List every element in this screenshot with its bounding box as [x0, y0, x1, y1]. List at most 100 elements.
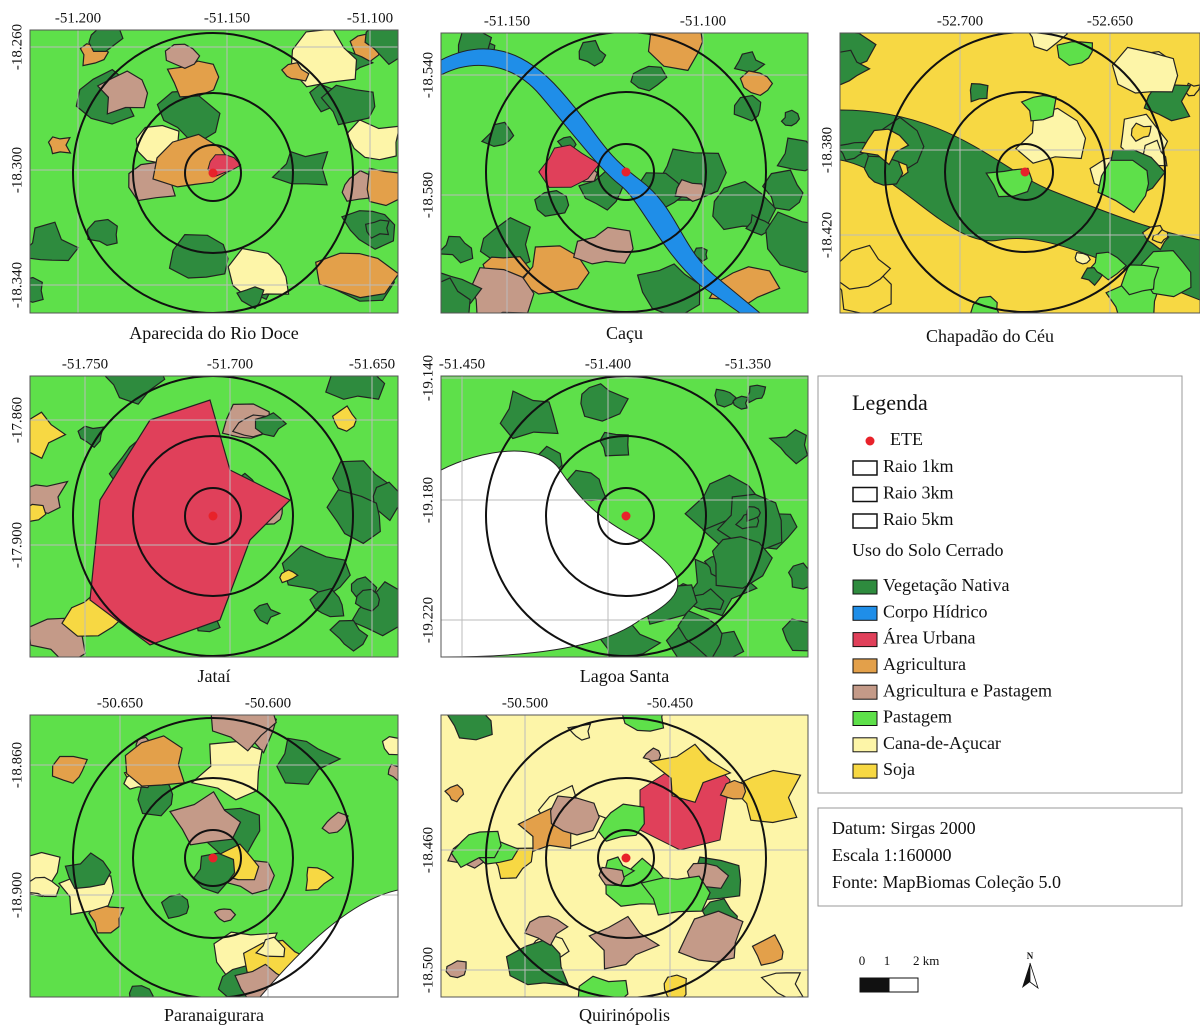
buffer-ring	[597, 829, 655, 887]
land-patch	[325, 376, 386, 400]
x-coordinate-label: -51.150	[484, 13, 530, 29]
urban-area	[89, 399, 292, 646]
map-panel	[840, 33, 1200, 313]
land-patch	[1080, 266, 1104, 287]
land-patch	[1120, 264, 1160, 296]
legend-label: Pastagem	[883, 707, 952, 727]
legend-label: Cana-de-Açucar	[883, 733, 1001, 753]
y-coordinate-label: -19.180	[420, 477, 436, 523]
legend-ring-symbol	[852, 486, 878, 503]
x-coordinate-label: -51.350	[725, 356, 771, 372]
land-patch	[580, 383, 629, 422]
land-patch	[719, 779, 747, 800]
map-panel	[30, 376, 398, 657]
land-patch	[354, 588, 381, 612]
land-patch	[1087, 251, 1128, 281]
land-patch	[30, 411, 67, 460]
land-patch	[445, 960, 467, 979]
land-patch	[578, 39, 607, 67]
panel-caption: Chapadão do Céu	[926, 326, 1054, 346]
buffer-ring	[944, 91, 1106, 253]
y-coordinate-label: -18.340	[9, 262, 25, 308]
land-patch	[276, 737, 342, 785]
buffer-ring	[184, 144, 242, 202]
info-line: Fonte: MapBiomas Coleção 5.0	[832, 872, 1061, 892]
panel-frame	[440, 375, 809, 658]
land-patch	[309, 588, 345, 618]
land-patch	[588, 915, 661, 970]
land-patch	[745, 213, 772, 236]
panel-frame	[29, 375, 399, 658]
panel-caption: Jataí	[198, 666, 231, 686]
scale-bar-black	[859, 977, 890, 993]
land-patch	[280, 62, 310, 82]
land-patch	[768, 428, 808, 465]
y-coordinate-label: -18.900	[9, 872, 25, 918]
land-patch	[523, 915, 569, 947]
land-patch	[254, 412, 288, 438]
y-coordinate-label: -18.380	[819, 127, 835, 173]
x-coordinate-label: -51.150	[204, 10, 250, 26]
legend-title: Legenda	[852, 390, 928, 415]
land-patch	[840, 141, 871, 161]
buffer-ring	[545, 435, 707, 597]
land-patch	[253, 602, 282, 625]
buffer-ring	[545, 91, 707, 253]
map-panel	[441, 376, 808, 657]
land-patch	[630, 65, 668, 92]
land-patch	[640, 875, 711, 916]
x-coordinate-label: -51.400	[585, 356, 631, 372]
legend-swatch	[852, 632, 878, 648]
legend-label: Área Urbana	[883, 627, 975, 648]
land-patch	[776, 137, 808, 172]
legend-label: Raio 1km	[883, 456, 954, 476]
y-coordinate-label: -18.460	[420, 827, 436, 873]
land-patch	[329, 619, 369, 652]
buffer-ring	[884, 33, 1166, 313]
x-coordinate-label: -51.100	[347, 10, 393, 26]
land-patch	[677, 910, 744, 963]
uncovered-area	[441, 450, 679, 657]
land-patch	[331, 405, 358, 432]
land-patch	[761, 169, 804, 211]
land-patch	[64, 852, 112, 890]
legend-swatch	[852, 763, 878, 779]
urban-area	[538, 144, 601, 188]
panel-caption: Paranaigurara	[164, 1005, 264, 1025]
scale-label: 0	[859, 953, 866, 968]
land-patch	[164, 43, 201, 69]
map-panel	[441, 715, 808, 997]
land-patch	[88, 903, 125, 934]
land-patch	[51, 755, 89, 784]
y-coordinate-label: -18.260	[9, 24, 25, 70]
legend-swatch	[852, 711, 878, 726]
land-patch	[341, 170, 375, 202]
x-coordinate-label: -50.650	[97, 695, 143, 711]
panel-frame	[440, 32, 809, 314]
land-patch	[366, 167, 398, 207]
land-patch	[210, 715, 277, 752]
land-patch	[160, 893, 190, 919]
scale-bar-white	[888, 977, 919, 993]
x-coordinate-label: -51.750	[62, 356, 108, 372]
legend-label: Agricultura e Pastagem	[883, 680, 1052, 700]
land-patch	[441, 277, 471, 313]
land-patch	[254, 936, 286, 958]
land-patch	[30, 876, 61, 898]
y-coordinate-label: -18.580	[420, 172, 436, 218]
land-patch	[1056, 41, 1094, 67]
buffer-ring	[72, 717, 354, 997]
scale-label: 1	[884, 953, 891, 968]
land-patch	[387, 763, 398, 782]
river	[441, 48, 761, 313]
buffer-ring	[184, 829, 242, 887]
buffer-ring	[597, 143, 655, 201]
x-coordinate-label: -51.200	[55, 10, 101, 26]
land-patch	[364, 219, 390, 239]
buffer-ring	[996, 143, 1054, 201]
land-patch	[213, 908, 237, 923]
legend-label: Agricultura	[883, 654, 966, 674]
north-label: N	[1027, 951, 1034, 961]
land-patch	[519, 245, 590, 295]
